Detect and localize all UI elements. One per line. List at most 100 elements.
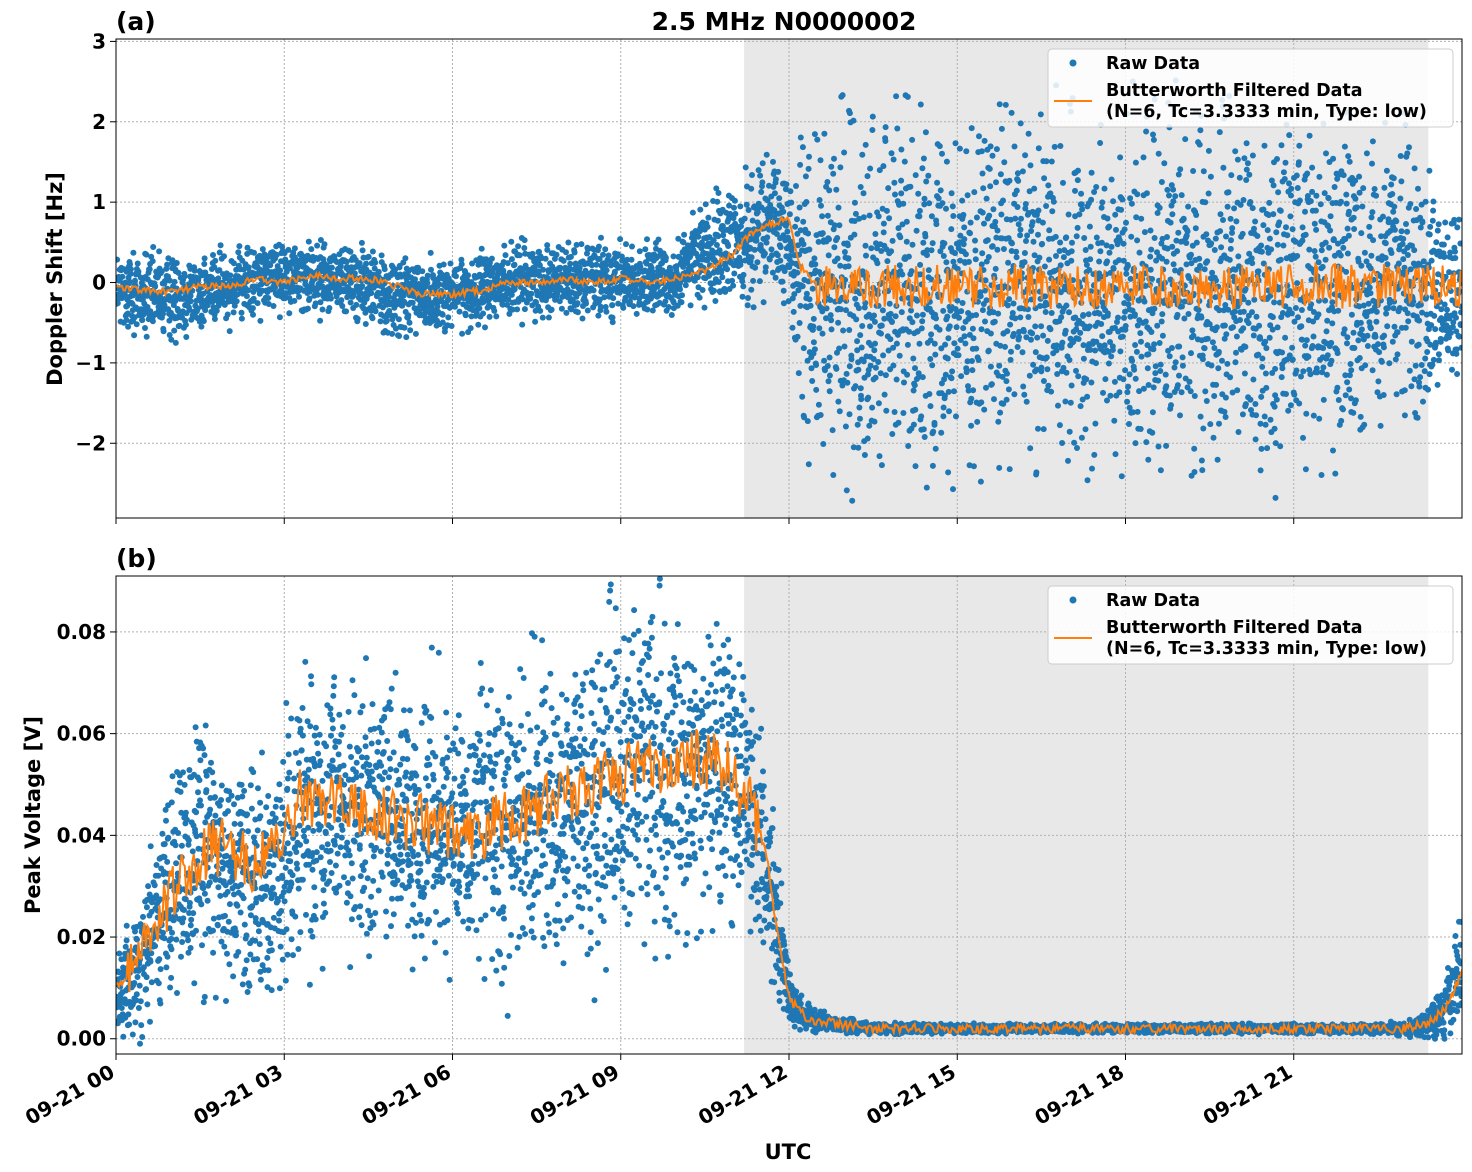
- raw-point: [670, 253, 677, 260]
- raw-point: [1310, 309, 1317, 315]
- raw-point: [1286, 132, 1293, 139]
- raw-point: [704, 223, 711, 230]
- raw-point: [377, 318, 384, 325]
- raw-point: [973, 345, 980, 352]
- raw-point: [1006, 177, 1013, 184]
- raw-point: [567, 260, 574, 267]
- raw-point: [810, 339, 817, 346]
- raw-point: [1147, 227, 1154, 234]
- raw-point: [1211, 345, 1218, 351]
- raw-point: [1013, 248, 1020, 255]
- raw-point: [458, 256, 465, 263]
- raw-point: [1369, 209, 1376, 216]
- raw-point: [910, 421, 917, 428]
- raw-point: [544, 246, 551, 253]
- raw-point: [521, 245, 528, 251]
- raw-point: [1031, 252, 1038, 259]
- raw-point: [898, 146, 905, 153]
- raw-point: [846, 363, 853, 370]
- raw-point: [1159, 332, 1166, 339]
- raw-point: [1062, 398, 1069, 405]
- raw-point: [403, 334, 410, 341]
- raw-point: [1119, 196, 1126, 203]
- raw-point: [1263, 345, 1270, 352]
- raw-point: [1065, 211, 1072, 218]
- raw-point: [448, 323, 455, 329]
- raw-point: [1288, 192, 1294, 199]
- raw-point: [1302, 342, 1309, 349]
- raw-point: [1355, 337, 1362, 344]
- raw-point: [958, 373, 965, 380]
- raw-point: [983, 384, 989, 391]
- raw-point: [950, 258, 957, 265]
- raw-point: [931, 419, 938, 426]
- raw-point: [1383, 167, 1390, 174]
- raw-point: [1211, 247, 1218, 253]
- raw-point: [1083, 261, 1090, 268]
- raw-point: [1291, 391, 1298, 398]
- raw-point: [1039, 240, 1046, 247]
- raw-point: [987, 143, 994, 150]
- raw-point: [1351, 226, 1358, 232]
- raw-point: [852, 383, 859, 390]
- raw-point: [583, 300, 589, 307]
- raw-point: [831, 155, 837, 162]
- raw-point: [1247, 396, 1254, 403]
- raw-point: [995, 418, 1002, 425]
- raw-point: [574, 300, 581, 307]
- raw-point: [731, 270, 738, 277]
- raw-point: [917, 101, 924, 108]
- raw-point: [1266, 235, 1273, 242]
- raw-point: [415, 264, 422, 271]
- raw-point: [880, 163, 887, 170]
- raw-point: [1112, 211, 1119, 218]
- raw-point: [1314, 369, 1321, 376]
- raw-point: [951, 388, 957, 395]
- raw-point: [537, 307, 544, 314]
- raw-point: [1277, 207, 1284, 214]
- raw-point: [886, 300, 893, 307]
- raw-point: [919, 318, 926, 325]
- raw-point: [1170, 261, 1177, 268]
- raw-point: [1346, 386, 1353, 393]
- raw-point: [233, 298, 240, 305]
- raw-point: [142, 325, 148, 331]
- raw-point: [307, 268, 314, 275]
- raw-point: [1320, 345, 1327, 352]
- raw-point: [1256, 322, 1263, 329]
- raw-point: [1274, 324, 1281, 331]
- raw-point: [757, 172, 764, 179]
- raw-point: [949, 368, 956, 375]
- raw-point: [725, 243, 732, 249]
- raw-point: [881, 391, 888, 398]
- raw-point: [1197, 413, 1204, 420]
- raw-point: [595, 243, 602, 250]
- raw-point: [997, 171, 1004, 178]
- raw-point: [1128, 200, 1135, 207]
- raw-point: [969, 367, 976, 374]
- raw-point: [1073, 367, 1079, 374]
- raw-point: [854, 421, 861, 428]
- raw-point: [827, 312, 834, 319]
- raw-point: [712, 298, 719, 304]
- raw-point: [236, 243, 243, 250]
- raw-point: [576, 264, 583, 271]
- raw-point: [1080, 312, 1087, 318]
- raw-point: [383, 317, 390, 324]
- raw-point: [462, 312, 469, 319]
- raw-point: [662, 298, 669, 305]
- raw-point: [1116, 237, 1123, 244]
- raw-point: [826, 388, 833, 395]
- raw-point: [617, 236, 624, 243]
- raw-point: [1316, 173, 1323, 180]
- raw-point: [880, 352, 887, 359]
- raw-point: [1273, 396, 1280, 403]
- raw-point: [714, 198, 721, 205]
- raw-point: [805, 461, 812, 468]
- raw-point: [990, 309, 997, 316]
- raw-point: [750, 277, 757, 284]
- raw-point: [815, 238, 822, 245]
- raw-point: [872, 364, 879, 371]
- raw-point: [602, 304, 609, 310]
- raw-point: [1378, 358, 1385, 365]
